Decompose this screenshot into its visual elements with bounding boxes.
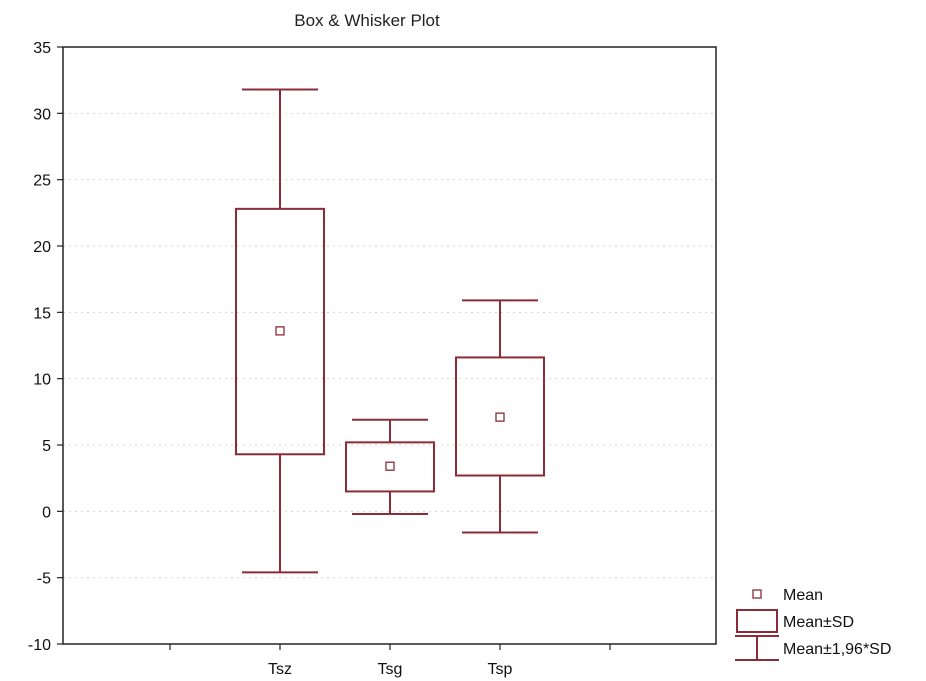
x-tick-label: Tsp [488,661,513,678]
sd-box [455,356,545,477]
y-tick-label: 30 [33,106,51,123]
legend-box-icon [736,609,778,633]
legend-label: Mean [783,587,823,604]
chart-title: Box & Whisker Plot [294,11,440,30]
y-tick-label: -5 [37,571,51,588]
legend-item-whisker: Mean±1,96*SD [735,635,891,661]
sd-box [345,441,435,493]
legend: Mean Mean±SD Mean±1,96*SD [735,587,891,661]
legend-label: Mean±1,96*SD [783,641,891,658]
y-tick-label: 35 [33,40,51,57]
x-tick-label: Tsg [378,661,403,678]
y-tick-label: 5 [42,438,51,455]
plot-frame [62,46,717,645]
legend-label: Mean±SD [783,614,854,631]
box-group-tsz [235,88,325,574]
mean-marker [495,412,505,422]
y-tick-label: 20 [33,239,51,256]
axis-layer: 35 30 25 20 15 10 5 0 -5 -10 Tsz Tsg Tsp [28,40,611,678]
legend-item-mean: Mean [752,587,823,604]
box-group-tsg [345,418,435,515]
sd-box [235,207,325,456]
y-tick-label: 0 [42,504,51,521]
x-tick-label: Tsz [268,661,292,678]
y-tick-label: 15 [33,305,51,322]
y-tick-label: 25 [33,173,51,190]
mean-marker [385,461,395,471]
legend-item-box: Mean±SD [736,609,854,633]
mean-marker [275,326,285,336]
grid-layer [63,112,716,579]
box-group-tsp [455,299,545,534]
legend-mean-icon [752,589,762,599]
marks-layer [235,88,545,574]
y-tick-label: -10 [28,637,51,654]
y-tick-label: 10 [33,372,51,389]
